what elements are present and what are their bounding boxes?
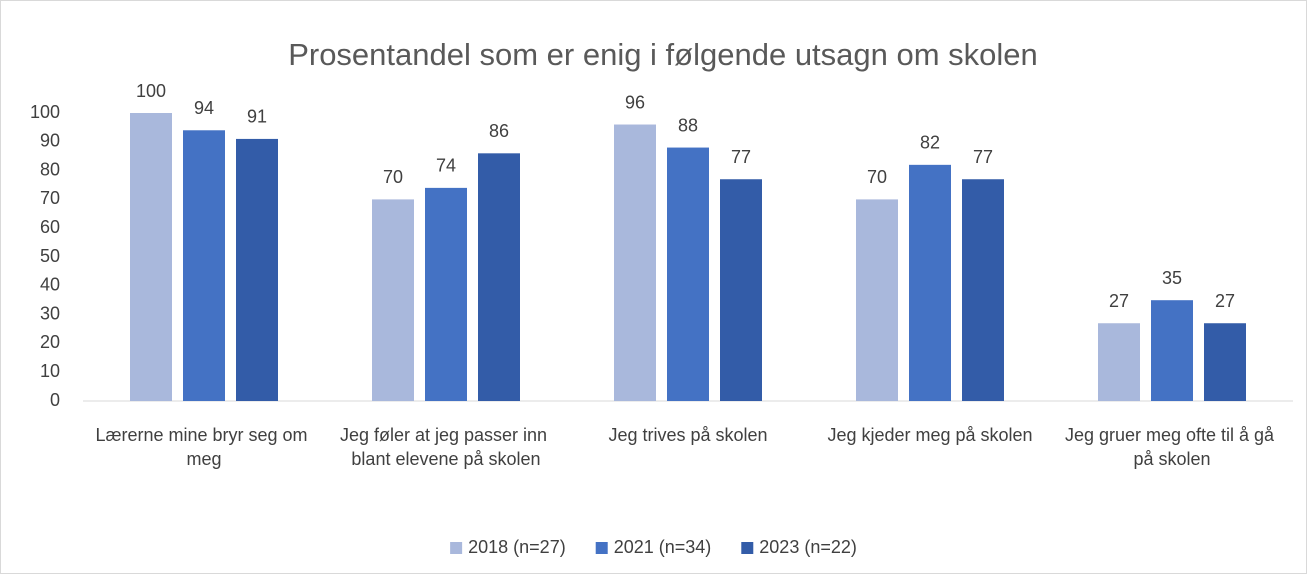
bar <box>425 187 467 401</box>
data-label: 27 <box>1215 291 1235 311</box>
bar <box>962 179 1004 401</box>
data-label: 70 <box>383 167 403 187</box>
data-label: 94 <box>194 98 214 118</box>
bar <box>372 199 414 401</box>
data-label: 82 <box>920 133 940 153</box>
bar <box>1098 323 1140 401</box>
data-label: 74 <box>436 156 456 176</box>
y-tick-label: 0 <box>50 390 60 410</box>
bar <box>667 147 709 401</box>
y-tick-label: 40 <box>40 275 60 295</box>
y-tick-label: 10 <box>40 361 60 381</box>
x-tick-label: Jeg gruer meg ofte til å gå på skolen <box>1065 425 1279 469</box>
bar <box>909 164 951 401</box>
x-tick-label: Jeg føler at jeg passer inn blant eleven… <box>340 425 552 469</box>
y-tick-label: 90 <box>40 131 60 151</box>
x-tick-label: Jeg kjeder meg på skolen <box>827 425 1032 445</box>
bar <box>236 138 278 402</box>
y-tick-label: 50 <box>40 246 60 266</box>
chart-title: Prosentandel som er enig i følgende utsa… <box>288 37 1038 72</box>
legend-label: 2021 (n=34) <box>614 537 712 557</box>
data-label: 35 <box>1162 268 1182 288</box>
bar <box>1151 300 1193 401</box>
bar <box>130 113 172 401</box>
y-tick-label: 70 <box>40 188 60 208</box>
x-tick-label: Jeg trives på skolen <box>608 425 767 445</box>
bar <box>478 153 520 401</box>
data-label: 77 <box>731 147 751 167</box>
y-tick-label: 30 <box>40 303 60 323</box>
data-label: 96 <box>625 92 645 112</box>
bar <box>183 130 225 401</box>
data-label: 91 <box>247 107 267 127</box>
y-tick-label: 20 <box>40 332 60 352</box>
legend-item: 2023 (n=22) <box>741 537 857 557</box>
data-label: 27 <box>1109 291 1129 311</box>
data-label: 88 <box>678 115 698 135</box>
y-tick-label: 60 <box>40 217 60 237</box>
legend-item: 2018 (n=27) <box>450 537 566 557</box>
bar <box>614 124 656 402</box>
bar <box>720 179 762 401</box>
legend-swatch <box>741 542 754 554</box>
legend-item: 2021 (n=34) <box>595 537 712 557</box>
data-label: 70 <box>867 167 887 187</box>
y-tick-label: 80 <box>40 159 60 179</box>
legend-label: 2018 (n=27) <box>468 537 566 557</box>
data-label: 77 <box>973 147 993 167</box>
data-label: 100 <box>136 81 166 101</box>
bar <box>856 199 898 401</box>
bar <box>1204 323 1246 401</box>
x-tick-label: Lærerne mine bryr seg om meg <box>95 425 312 469</box>
y-tick-label: 100 <box>30 102 60 122</box>
legend-label: 2023 (n=22) <box>759 537 857 557</box>
legend-swatch <box>450 542 463 554</box>
data-label: 86 <box>489 121 509 141</box>
legend-swatch <box>595 542 608 554</box>
